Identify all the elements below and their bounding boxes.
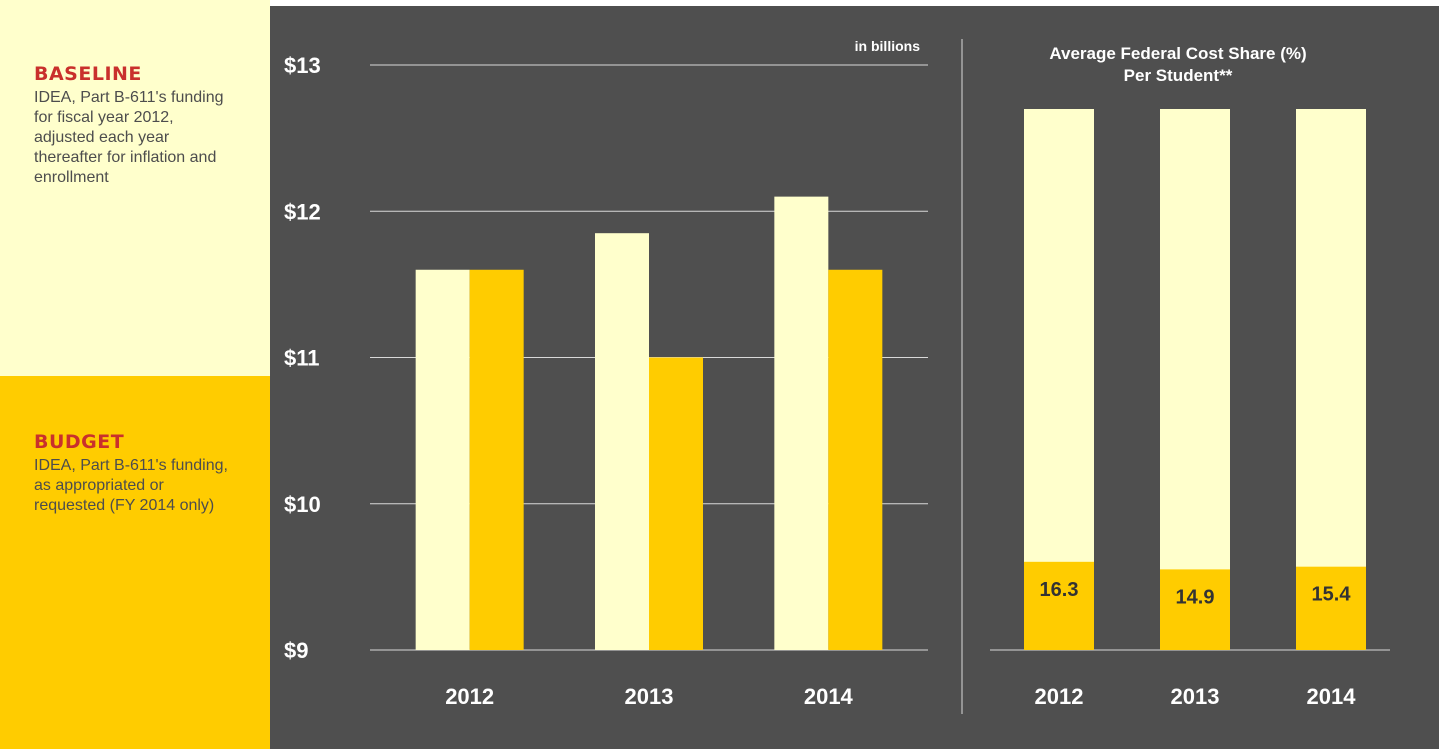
share-bar-budget-2012 (1024, 561, 1094, 650)
legend-baseline-description: IDEA, Part B-611's funding for fiscal ye… (34, 89, 224, 186)
legend-budget-description: IDEA, Part B-611's funding, as appropria… (34, 457, 228, 514)
bar-budget-2014 (828, 269, 883, 650)
share-bar-baseline-2013 (1160, 109, 1230, 650)
legend-baseline-title: BASELINE (34, 63, 142, 85)
share-chart-title: Average Federal Cost Share (%) (1049, 44, 1306, 63)
share-bar-budget-2014 (1296, 566, 1366, 650)
chart-panel: $9 $10 $11 $12 $13 in billions 2012 2013 2014 Ave… (270, 6, 1439, 749)
y-tick-label: $11 (284, 346, 320, 371)
x-tick-label: 2013 (625, 684, 674, 709)
x-tick-label: 2014 (1307, 684, 1357, 709)
legend-budget: BUDGET IDEA, Part B-611's funding, as ap… (0, 376, 270, 749)
bar-budget-2013 (649, 357, 703, 650)
share-data-label: 14.9 (1176, 586, 1215, 608)
chart-svg: $9 $10 $11 $12 $13 in billions 2012 2013 2014 Ave… (284, 38, 1390, 714)
bar-budget-2012 (469, 269, 524, 650)
x-tick-label: 2014 (804, 684, 854, 709)
bar-baseline-2012 (415, 269, 470, 650)
share-bar-baseline-2012 (1024, 109, 1094, 650)
bar-baseline-2013 (595, 233, 649, 650)
x-tick-label: 2012 (1035, 684, 1084, 709)
share-bar-baseline-2014 (1296, 109, 1366, 650)
legend-baseline: BASELINE IDEA, Part B-611's funding for … (0, 0, 270, 376)
share-chart-title: Per Student** (1124, 66, 1233, 85)
y-tick-label: $12 (284, 199, 321, 224)
unit-label: in billions (855, 38, 921, 54)
y-tick-label: $13 (284, 53, 321, 78)
x-tick-label: 2012 (445, 684, 494, 709)
y-tick-label: $9 (284, 638, 308, 663)
y-tick-label: $10 (284, 492, 321, 517)
share-bar-budget-2013 (1160, 569, 1230, 650)
bar-baseline-2014 (774, 196, 829, 650)
x-tick-label: 2013 (1171, 684, 1220, 709)
share-data-label: 16.3 (1040, 579, 1079, 601)
legend-budget-title: BUDGET (34, 431, 125, 453)
share-data-label: 15.4 (1312, 584, 1352, 606)
